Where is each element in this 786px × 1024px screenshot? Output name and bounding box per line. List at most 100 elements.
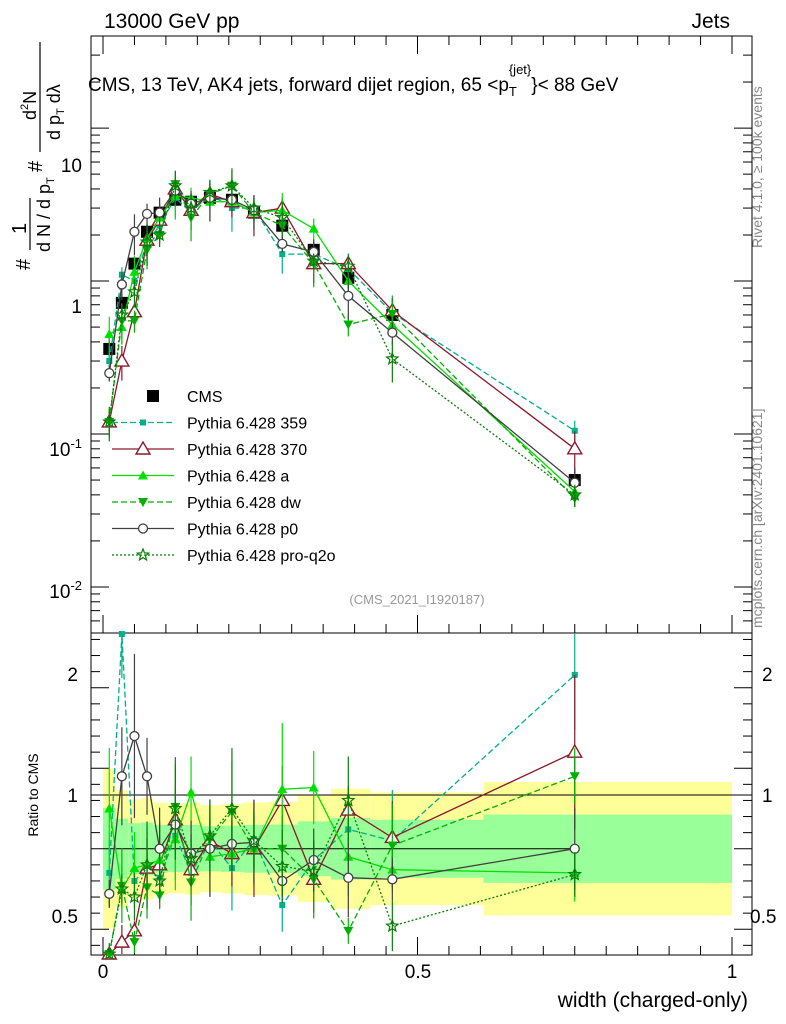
ratio-point xyxy=(129,730,140,742)
ratio-point xyxy=(279,902,286,909)
data-point xyxy=(275,209,290,224)
ratio-point xyxy=(341,792,356,807)
ratio-point xyxy=(168,800,183,815)
x-tick-label-0.5: 0.5 xyxy=(405,962,431,983)
data-point xyxy=(129,226,140,237)
data-point xyxy=(277,238,288,250)
ratio-line xyxy=(108,798,575,955)
series-0 xyxy=(103,191,581,850)
x-axis-label: width (charged-only) xyxy=(557,989,748,1012)
data-point xyxy=(308,223,319,233)
ylabel-hash-1: # xyxy=(13,258,35,270)
data-point xyxy=(102,414,117,429)
y-tick-label-0.1: 10-1 xyxy=(49,436,82,461)
data-point xyxy=(141,208,153,219)
y-tick-label-0.01: 10-2 xyxy=(49,578,82,603)
legend-marker xyxy=(134,440,152,455)
header-jets-label: Jets xyxy=(691,10,730,33)
ratio-point xyxy=(567,866,583,881)
data-point xyxy=(387,309,398,319)
legend: CMS Pythia 6.428 359 Pythia 6.428 370 Pythi… xyxy=(112,389,336,565)
legend-item-4: Pythia 6.428 dw xyxy=(112,495,301,512)
legend-label: Pythia 6.428 370 xyxy=(187,442,307,459)
legend-marker xyxy=(137,523,149,534)
ratio-point xyxy=(116,771,128,782)
ylabel-hash-2: # xyxy=(25,160,47,172)
legend-label: Pythia 6.428 359 xyxy=(187,416,307,433)
ratio-point xyxy=(183,850,199,865)
data-point xyxy=(224,178,240,192)
data-point xyxy=(343,290,354,302)
ratio-point xyxy=(343,926,354,936)
main-plot-frame xyxy=(90,35,753,634)
axis-ticks xyxy=(91,35,752,955)
ratio-point xyxy=(306,863,321,878)
data-point xyxy=(116,279,128,290)
ratio-point xyxy=(569,843,580,854)
ratio-point xyxy=(275,858,290,873)
legend-item-6: Pythia 6.428 pro-q2o xyxy=(112,547,336,565)
series-line xyxy=(108,195,576,493)
data-point xyxy=(246,200,262,215)
data-point xyxy=(571,427,578,434)
ratio-tick-label-1: 1 xyxy=(67,786,78,807)
ratio-point xyxy=(202,828,218,843)
ylabel-frac1-num: 1 xyxy=(9,223,31,234)
ratio-point xyxy=(569,772,580,782)
x-tick-label-0: 0 xyxy=(98,962,109,983)
ratio-tick-label-right-0.5: 0.5 xyxy=(750,907,776,928)
legend-item-2: Pythia 6.428 370 xyxy=(112,440,307,459)
ratio-point xyxy=(387,841,398,851)
legend-item-5: Pythia 6.428 p0 xyxy=(112,522,298,539)
legend-marker xyxy=(140,419,146,426)
data-point xyxy=(139,234,155,249)
data-point xyxy=(104,329,115,339)
legend-marker xyxy=(138,498,148,507)
y-tick-label-10: 10 xyxy=(61,156,82,177)
legend-marker xyxy=(135,547,151,562)
legend-item-0: CMS xyxy=(147,389,223,406)
ratio-point xyxy=(139,857,155,872)
ylabel-frac2-num: d2N xyxy=(19,91,40,120)
ratio-point xyxy=(141,771,153,782)
top-y-axis-label: # 1 d N / d pT # d2N d pT dλ xyxy=(9,42,67,270)
data-point xyxy=(279,251,286,258)
ratio-point xyxy=(186,787,197,797)
ratio-point xyxy=(385,918,400,933)
plot-title-sub: T xyxy=(509,84,517,99)
ratio-point xyxy=(387,874,398,885)
legend-label: Pythia 6.428 p0 xyxy=(187,522,298,539)
ratio-tick-label-right-1: 1 xyxy=(762,786,773,807)
plot-title-main: CMS, 13 TeV, AK4 jets, forward dijet reg… xyxy=(88,75,509,96)
data-point xyxy=(343,320,354,330)
legend-label: CMS xyxy=(187,389,223,406)
ratio-line xyxy=(108,775,576,955)
legend-marker xyxy=(138,470,148,480)
legend-item-1: Pythia 6.428 359 xyxy=(112,416,307,433)
data-point xyxy=(385,351,400,366)
data-point xyxy=(183,200,199,215)
ratio-tick-label-right-2: 2 xyxy=(762,665,773,686)
data-point xyxy=(106,358,113,365)
legend-marker xyxy=(147,390,159,402)
ratio-point xyxy=(224,800,240,815)
data-point xyxy=(566,440,583,455)
ratio-point xyxy=(127,889,142,904)
data-point xyxy=(129,266,140,276)
ratio-point xyxy=(129,938,140,948)
ratio-point xyxy=(308,782,319,792)
ratio-point xyxy=(154,843,165,854)
series-line xyxy=(108,187,576,450)
ylabel-frac2-den: d pT dλ xyxy=(44,84,67,140)
plot-title-sup: {jet} xyxy=(509,62,532,77)
data-point xyxy=(129,316,140,326)
ratio-tick-label-0.5: 0.5 xyxy=(52,907,78,928)
ratio-point xyxy=(113,933,131,948)
series-line xyxy=(108,184,576,496)
ylabel-frac1-den: d N / d pT xyxy=(34,177,57,252)
data-point xyxy=(306,253,321,268)
header-energy-label: 13000 GeV pp xyxy=(104,10,239,33)
data-point xyxy=(152,227,167,242)
legend-label: Pythia 6.428 pro-q2o xyxy=(187,548,336,565)
